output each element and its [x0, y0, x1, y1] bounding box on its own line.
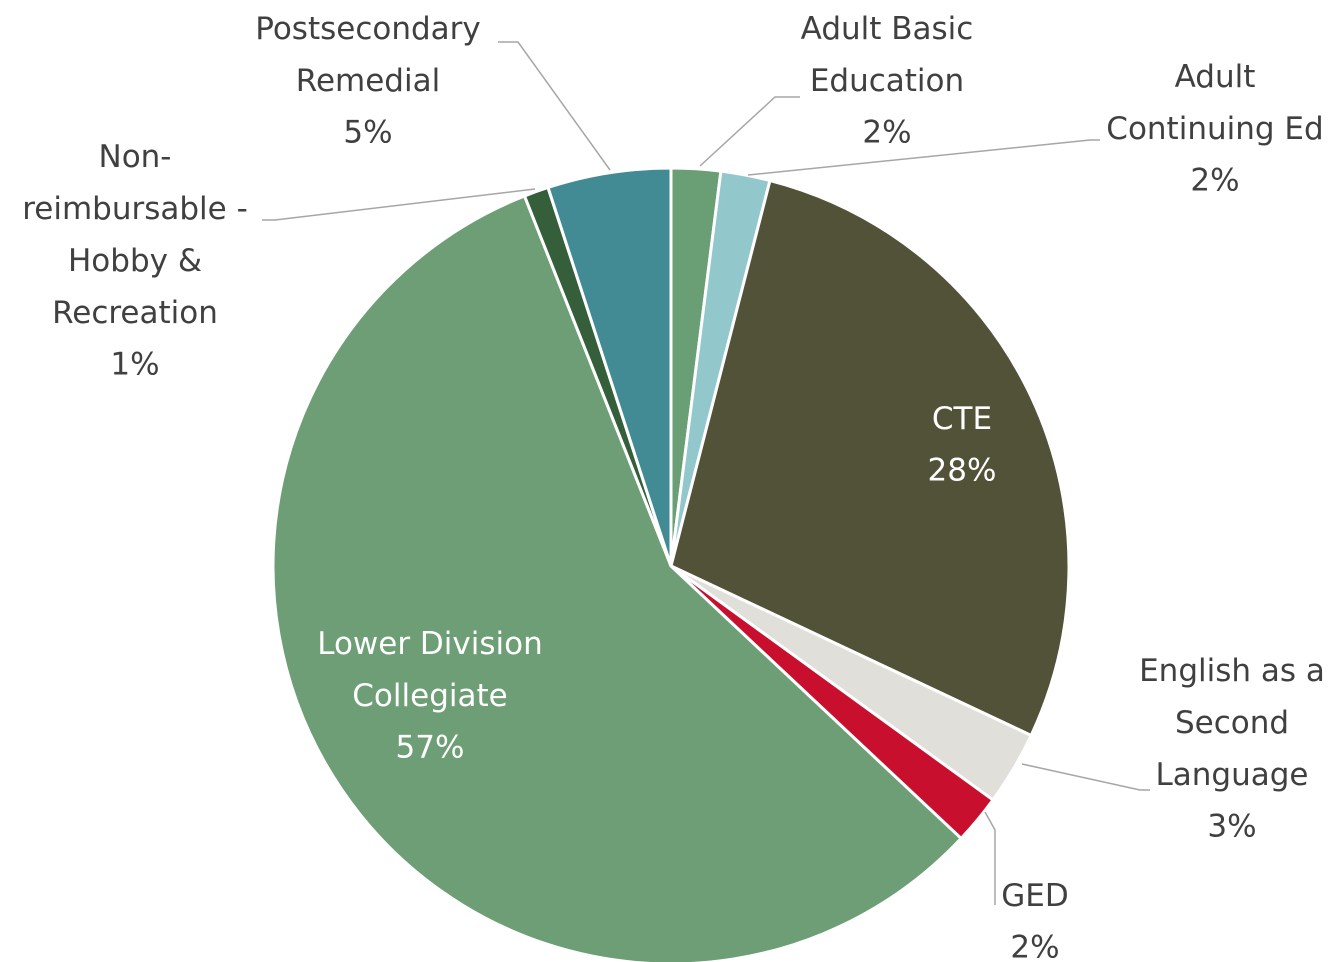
value-label: 57%: [396, 730, 465, 766]
category-label: GED: [1001, 878, 1068, 914]
category-label: Postsecondary Remedial: [255, 11, 481, 99]
leader-line: [262, 188, 536, 221]
value-label: 5%: [343, 115, 392, 151]
category-label: Adult Basic Education: [801, 11, 974, 99]
leader-line: [1021, 763, 1150, 791]
category-label: English as a Second Language: [1139, 653, 1325, 793]
labels: Adult Basic Education 2% Adult Continuing Ed…: [22, 11, 1325, 962]
value-label: 28%: [928, 453, 997, 489]
pie-slice: [271, 194, 963, 962]
pie: [271, 166, 1071, 962]
value-label: 1%: [110, 347, 159, 383]
leader-line: [747, 139, 1100, 176]
pie-slice: [669, 179, 1071, 737]
leader-line: [984, 811, 996, 905]
value-label: 2%: [862, 115, 911, 151]
value-label: 3%: [1207, 809, 1256, 845]
value-label: 2%: [1010, 930, 1059, 962]
leader-lines: [262, 41, 1150, 905]
leader-line: [699, 96, 800, 167]
category-label: Lower Division Collegiate: [317, 626, 543, 714]
pie-slice: [546, 166, 673, 568]
leader-line: [498, 41, 611, 171]
value-label: 2%: [1190, 163, 1239, 199]
category-label: Adult Continuing Ed: [1106, 59, 1323, 147]
category-label: CTE: [932, 401, 992, 437]
category-label: Non-reimbursable -Hobby & Recreation: [22, 139, 248, 331]
